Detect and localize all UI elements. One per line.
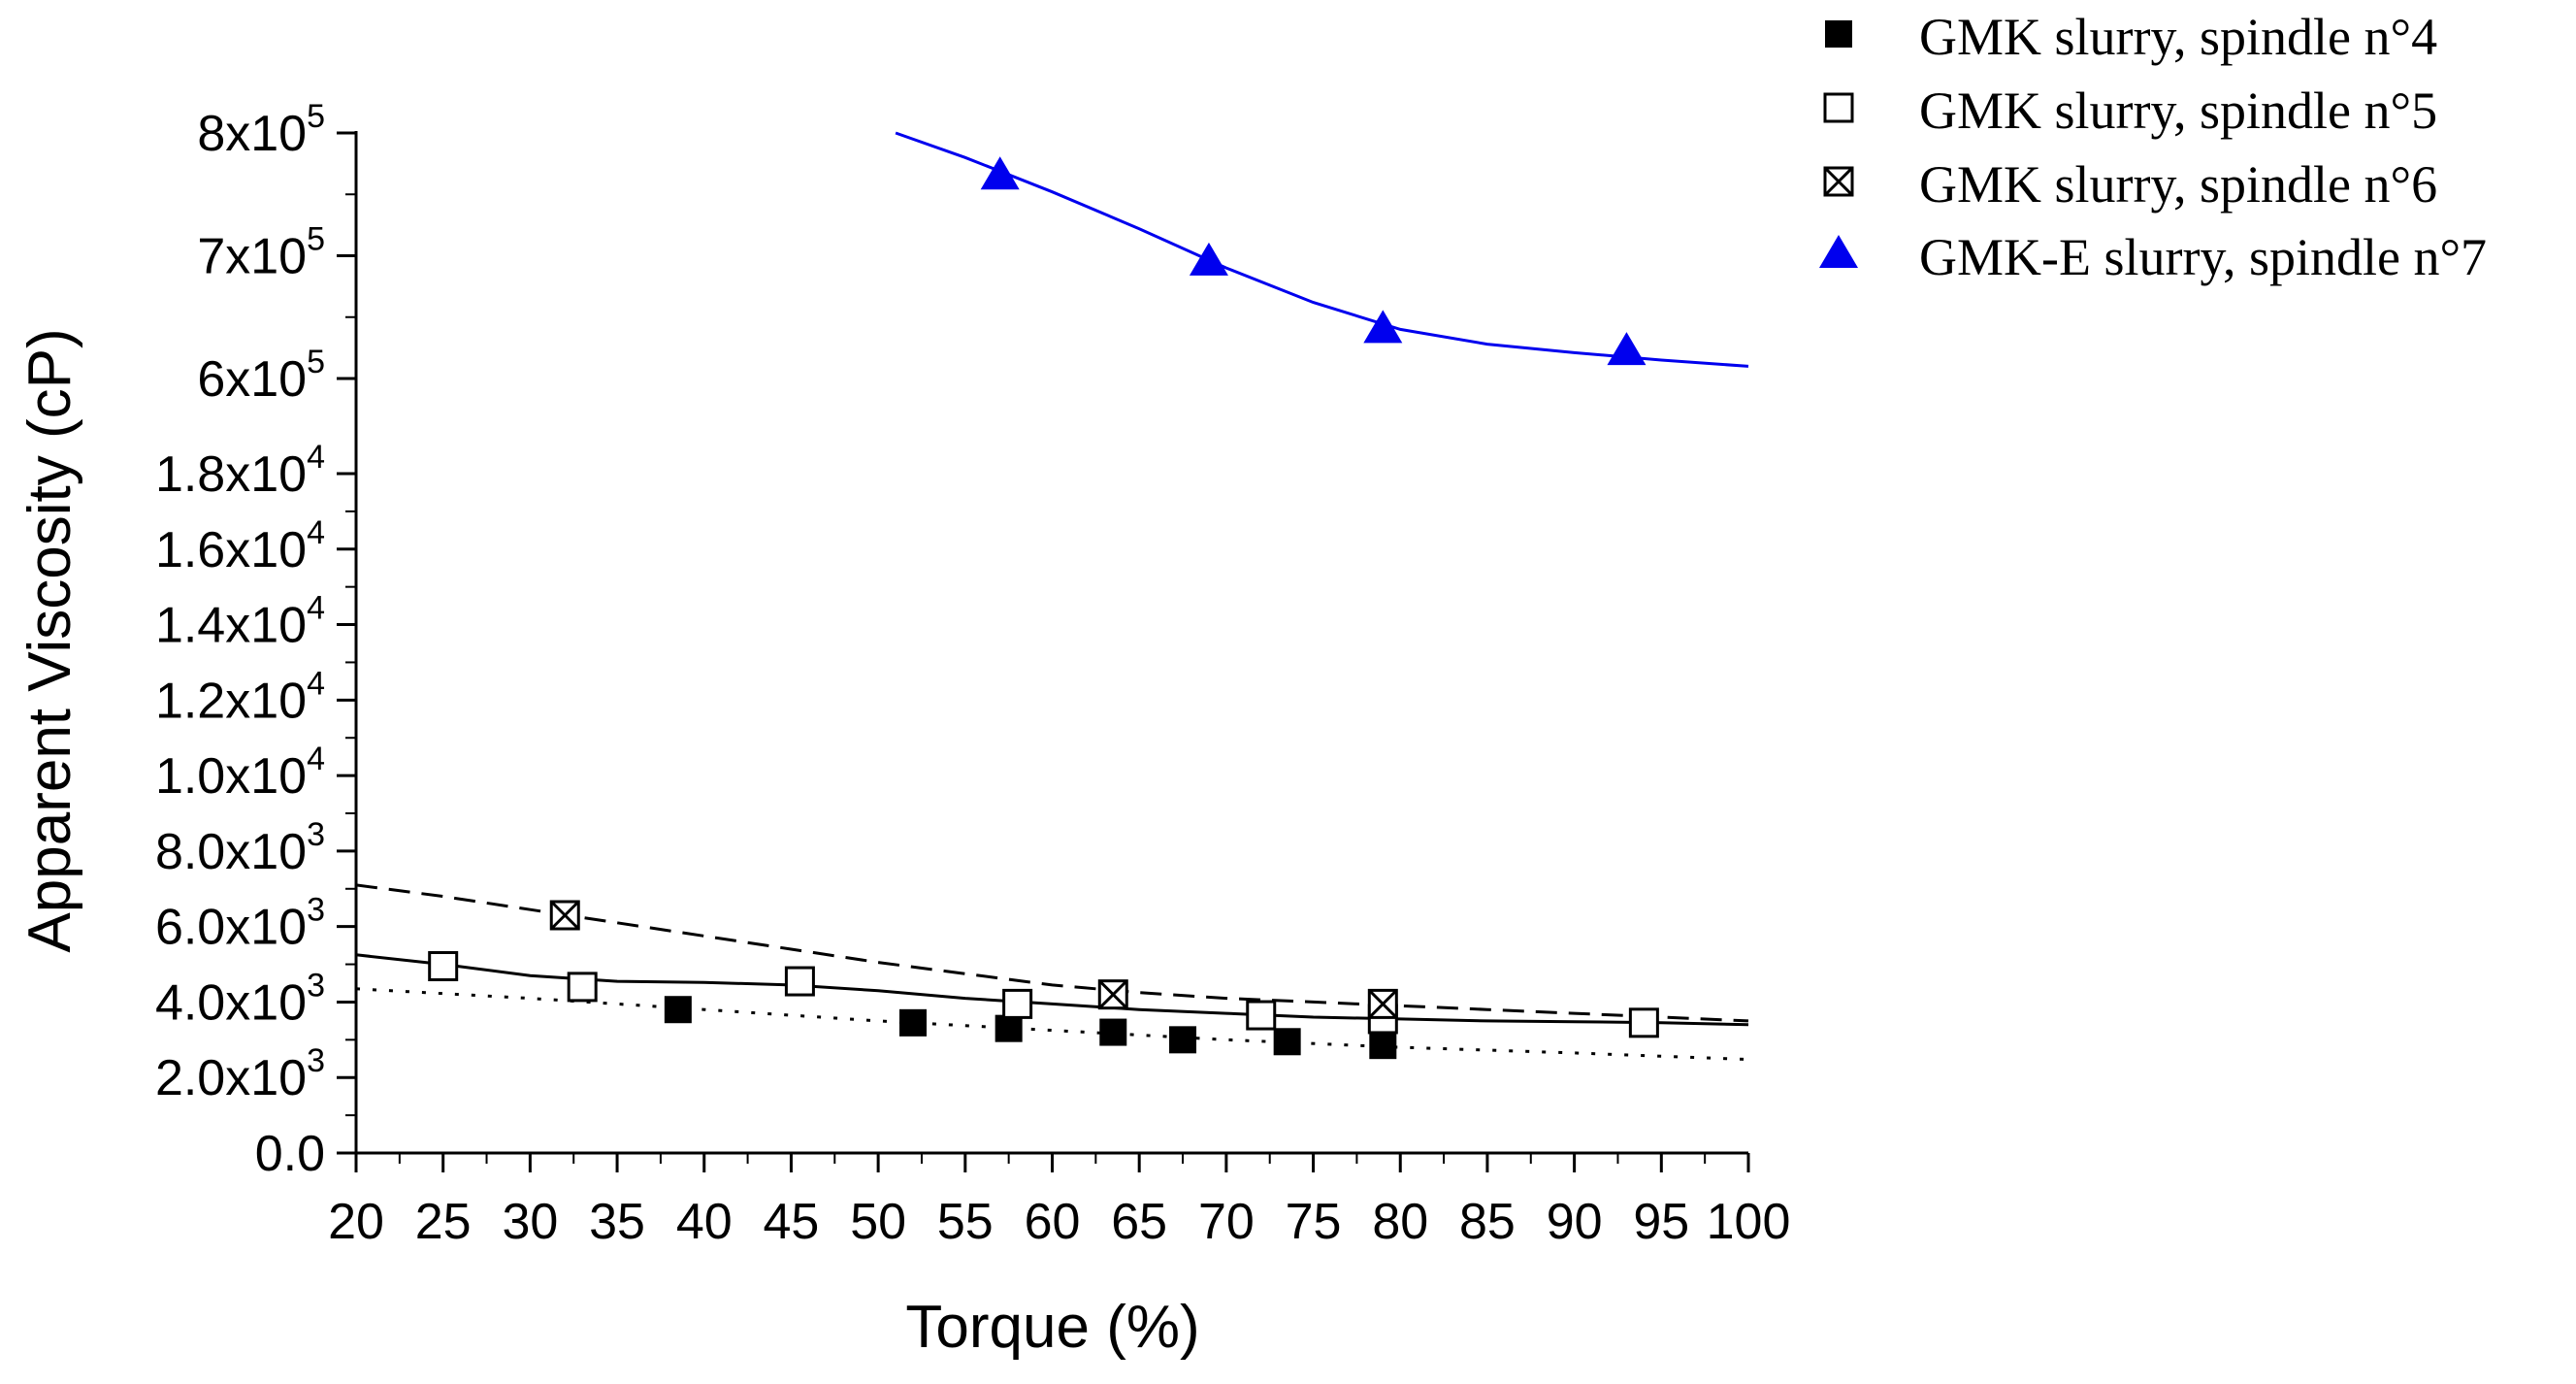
y-tick-label: 1.4x104 xyxy=(155,590,325,654)
x-tick-label: 100 xyxy=(1707,1194,1791,1250)
legend-label: GMK slurry, spindle n°4 xyxy=(1919,8,2437,66)
data-point-series-1 xyxy=(664,996,692,1024)
x-tick-label: 55 xyxy=(937,1194,994,1250)
data-point-series-1 xyxy=(995,1014,1023,1042)
data-markers xyxy=(428,156,1659,1060)
x-tick-label: 35 xyxy=(589,1194,645,1250)
x-tick-label: 60 xyxy=(1025,1194,1081,1250)
y-tick-label: 0.0 xyxy=(255,1126,325,1182)
fit-curve-series-1 xyxy=(356,987,1749,1062)
data-point-series-3 xyxy=(1367,988,1398,1019)
y-axis-title: Apparent Viscosity (cP) xyxy=(16,328,83,952)
x-axis-title: Torque (%) xyxy=(905,1294,1199,1361)
x-tick-label: 40 xyxy=(676,1194,733,1250)
y-tick-label: 4.0x103 xyxy=(155,967,325,1031)
legend-label: GMK slurry, spindle n°5 xyxy=(1919,82,2437,140)
x-tick-label: 80 xyxy=(1372,1194,1428,1250)
legend-item: GMK slurry, spindle n°4 xyxy=(1825,8,2437,66)
x-tick-label: 90 xyxy=(1547,1194,1603,1250)
x-tick-label: 95 xyxy=(1633,1194,1689,1250)
data-point-series-1 xyxy=(1369,1032,1397,1060)
data-point-series-4 xyxy=(1363,310,1403,344)
x-tick-label: 50 xyxy=(850,1194,906,1250)
data-point-series-1 xyxy=(1099,1018,1127,1046)
legend-marker xyxy=(1825,20,1852,48)
data-point-series-3 xyxy=(1097,979,1128,1010)
y-tick-label: 1.6x104 xyxy=(155,514,325,578)
data-point-series-2 xyxy=(428,951,459,981)
y-tick-label: 6x105 xyxy=(197,344,325,408)
data-point-series-1 xyxy=(1273,1028,1301,1056)
data-point-series-2 xyxy=(784,966,815,997)
axes xyxy=(354,131,1748,1155)
x-tick-label: 25 xyxy=(415,1194,472,1250)
data-point-series-2 xyxy=(567,972,598,1003)
fit-curve-series-4 xyxy=(895,131,1749,368)
data-point-series-1 xyxy=(899,1008,927,1037)
ticks: 20 25 30 35 40 45 50 55 60 65 70 75 80 85 90 95 100 0.0 2.… xyxy=(155,98,1790,1250)
legend-item: GMK-E slurry, spindle n°7 xyxy=(1819,228,2487,286)
legend-marker xyxy=(1819,235,1858,268)
data-point-series-4 xyxy=(980,156,1020,190)
x-tick-label: 85 xyxy=(1459,1194,1516,1250)
data-point-series-2 xyxy=(1002,988,1033,1019)
x-tick-label: 65 xyxy=(1111,1194,1167,1250)
x-tick-label: 70 xyxy=(1198,1194,1255,1250)
y-tick-label: 1.8x104 xyxy=(155,439,325,503)
y-tick-label: 8.0x103 xyxy=(155,816,325,880)
legend-item: GMK slurry, spindle n°6 xyxy=(1823,155,2437,214)
legend-marker xyxy=(1823,92,1854,123)
data-point-series-4 xyxy=(1607,332,1647,366)
data-point-series-4 xyxy=(1189,242,1228,276)
data-point-series-2 xyxy=(1628,1007,1659,1038)
fit-curve-series-2 xyxy=(356,953,1749,1027)
y-tick-label: 6.0x103 xyxy=(155,892,325,956)
data-point-series-1 xyxy=(1169,1026,1197,1054)
y-tick-label: 1.2x104 xyxy=(155,665,325,729)
y-tick-label: 1.0x104 xyxy=(155,741,325,805)
fit-curve-series-3 xyxy=(356,883,1749,1023)
x-tick-label: 20 xyxy=(328,1194,384,1250)
y-tick-label: 7x105 xyxy=(197,221,325,285)
legend-item: GMK slurry, spindle n°5 xyxy=(1823,82,2437,140)
x-tick-label: 30 xyxy=(502,1194,558,1250)
legend-label: GMK-E slurry, spindle n°7 xyxy=(1919,228,2487,286)
legend-label: GMK slurry, spindle n°6 xyxy=(1919,155,2437,214)
y-tick-label: 2.0x103 xyxy=(155,1042,325,1106)
data-point-series-2 xyxy=(1246,1000,1277,1031)
x-tick-label: 45 xyxy=(764,1194,820,1250)
data-point-series-3 xyxy=(549,900,580,931)
x-tick-label: 75 xyxy=(1286,1194,1342,1250)
legend-marker xyxy=(1823,166,1854,197)
legend: GMK slurry, spindle n°4 GMK slurry, spind… xyxy=(1819,8,2487,286)
y-tick-label: 8x105 xyxy=(197,98,325,162)
